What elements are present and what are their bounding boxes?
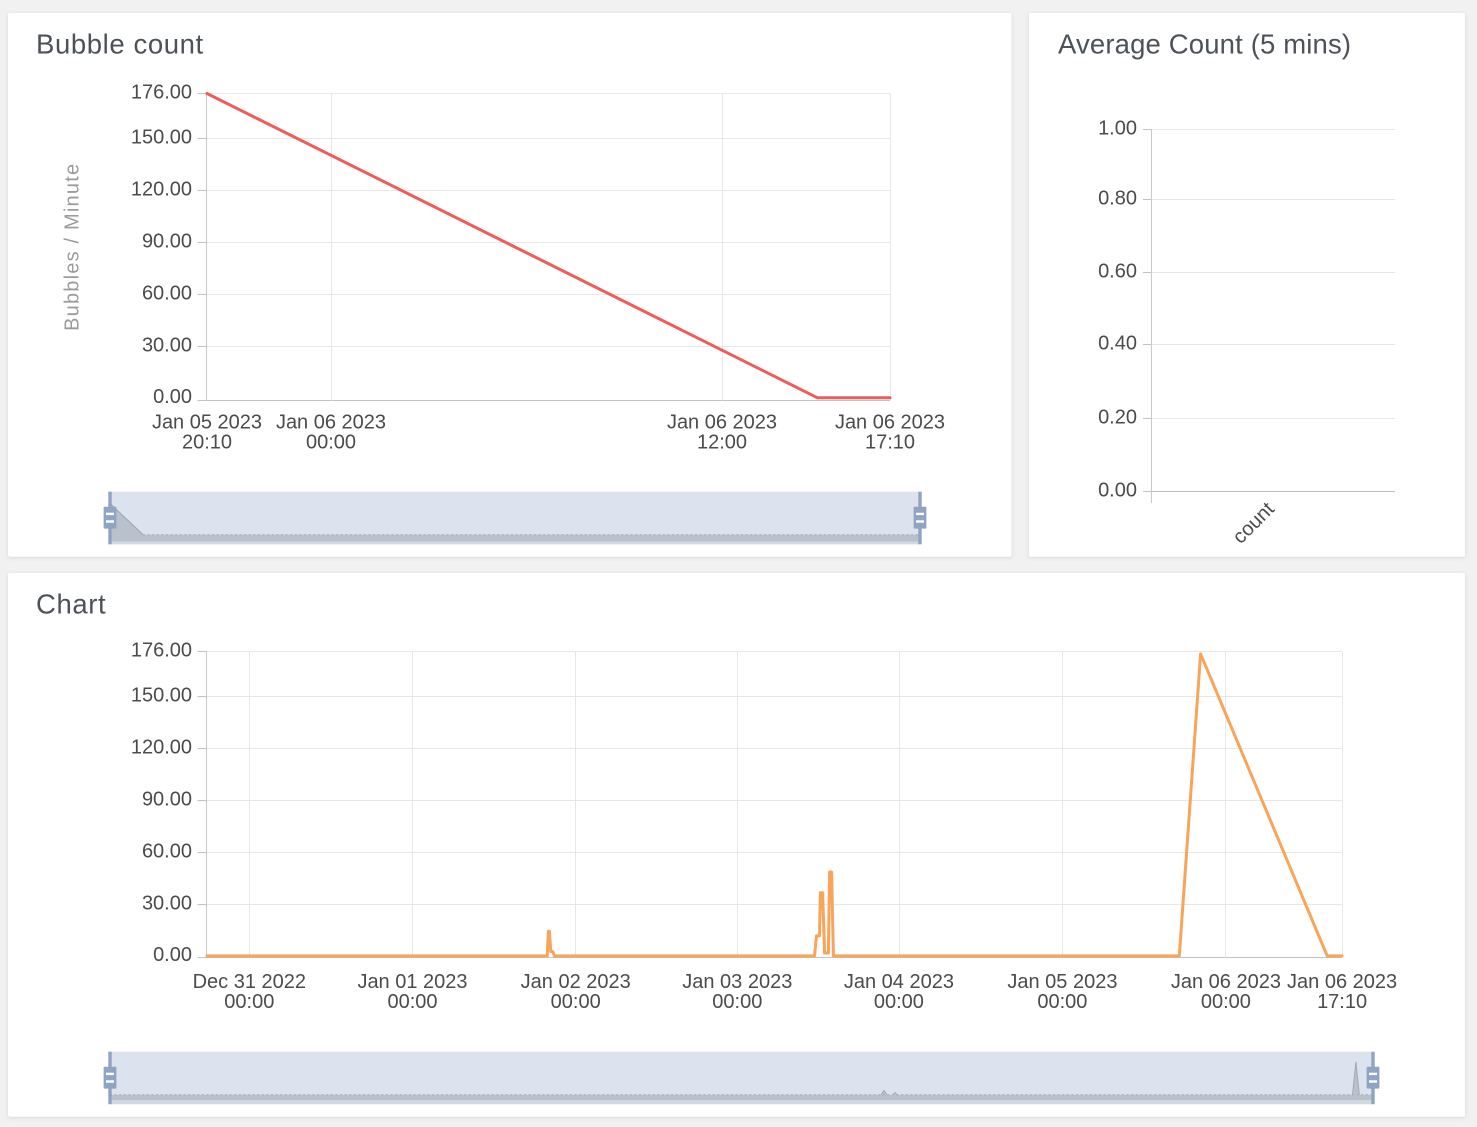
svg-text:60.00: 60.00 <box>142 283 192 305</box>
svg-text:120.00: 120.00 <box>131 737 192 759</box>
svg-text:Average Count (5 mins): Average Count (5 mins) <box>1058 29 1351 60</box>
svg-text:30.00: 30.00 <box>142 335 192 357</box>
svg-text:Jan 06 2023: Jan 06 2023 <box>1287 971 1397 993</box>
svg-text:Bubbles / Minute: Bubbles / Minute <box>62 163 84 331</box>
svg-text:1.00: 1.00 <box>1098 118 1137 140</box>
svg-text:30.00: 30.00 <box>142 893 192 915</box>
svg-text:120.00: 120.00 <box>131 179 192 201</box>
svg-text:150.00: 150.00 <box>131 685 192 707</box>
svg-text:Jan 06 2023: Jan 06 2023 <box>835 412 945 434</box>
svg-text:20:10: 20:10 <box>182 432 232 454</box>
svg-text:0.20: 0.20 <box>1098 407 1137 429</box>
svg-text:Chart: Chart <box>36 589 106 620</box>
svg-text:00:00: 00:00 <box>874 991 924 1013</box>
svg-text:12:00: 12:00 <box>697 432 747 454</box>
svg-text:0.00: 0.00 <box>1098 480 1137 502</box>
svg-text:Jan 06 2023: Jan 06 2023 <box>1171 971 1281 993</box>
svg-text:00:00: 00:00 <box>551 991 601 1013</box>
svg-text:Jan 05 2023: Jan 05 2023 <box>1007 971 1117 993</box>
svg-text:Jan 01 2023: Jan 01 2023 <box>357 971 467 993</box>
svg-text:150.00: 150.00 <box>131 127 192 149</box>
svg-text:00:00: 00:00 <box>306 432 356 454</box>
svg-text:Jan 04 2023: Jan 04 2023 <box>844 971 954 993</box>
svg-text:00:00: 00:00 <box>1201 991 1251 1013</box>
svg-text:176.00: 176.00 <box>131 640 192 662</box>
svg-text:90.00: 90.00 <box>142 231 192 253</box>
svg-text:00:00: 00:00 <box>712 991 762 1013</box>
svg-text:Jan 06 2023: Jan 06 2023 <box>276 412 386 434</box>
svg-text:0.60: 0.60 <box>1098 261 1137 283</box>
svg-text:Dec 31 2022: Dec 31 2022 <box>193 971 306 993</box>
svg-text:0.00: 0.00 <box>153 944 192 966</box>
svg-text:0.40: 0.40 <box>1098 333 1137 355</box>
svg-text:176.00: 176.00 <box>131 82 192 104</box>
svg-text:Jan 02 2023: Jan 02 2023 <box>521 971 631 993</box>
svg-text:0.80: 0.80 <box>1098 188 1137 210</box>
svg-text:00:00: 00:00 <box>224 991 274 1013</box>
svg-text:Bubble count: Bubble count <box>36 29 204 60</box>
svg-text:Jan 05 2023: Jan 05 2023 <box>152 412 262 434</box>
svg-text:00:00: 00:00 <box>1037 991 1087 1013</box>
svg-text:Jan 03 2023: Jan 03 2023 <box>682 971 792 993</box>
svg-text:00:00: 00:00 <box>387 991 437 1013</box>
svg-text:60.00: 60.00 <box>142 841 192 863</box>
svg-text:17:10: 17:10 <box>1317 991 1367 1013</box>
svg-text:Jan 06 2023: Jan 06 2023 <box>667 412 777 434</box>
svg-text:17:10: 17:10 <box>865 432 915 454</box>
svg-text:90.00: 90.00 <box>142 789 192 811</box>
svg-text:0.00: 0.00 <box>153 386 192 408</box>
